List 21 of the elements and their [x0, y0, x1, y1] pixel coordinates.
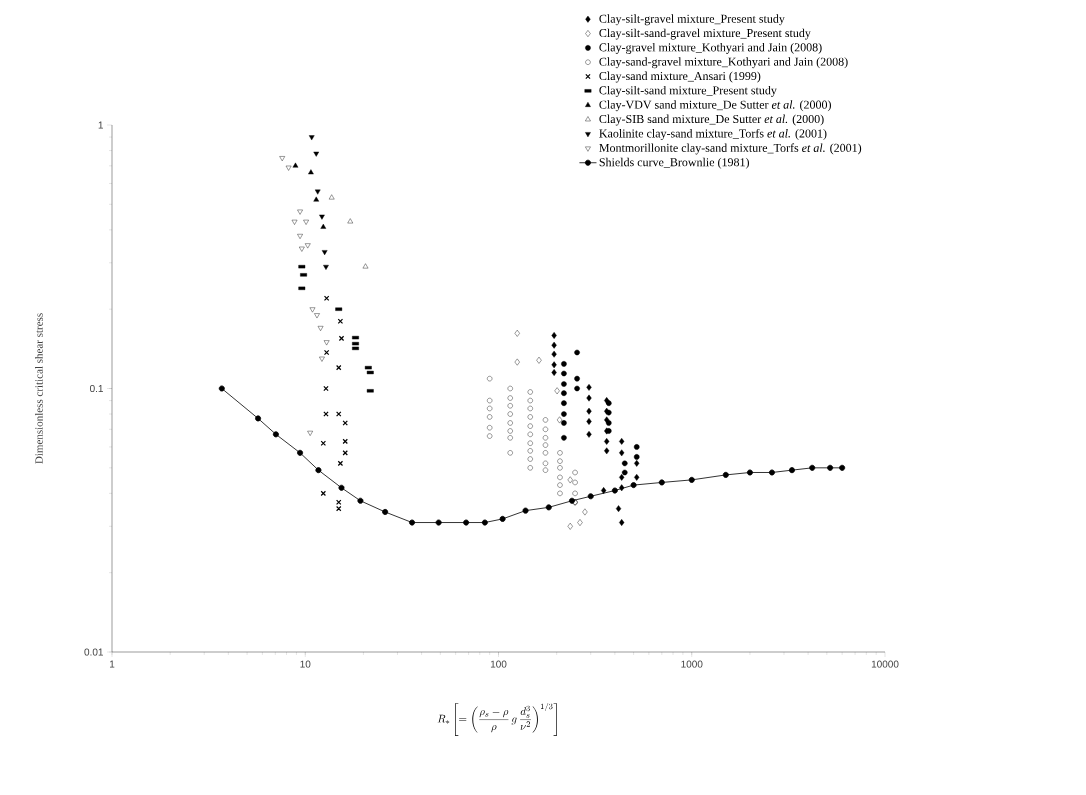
- y-tick-label: 0.1: [89, 384, 103, 393]
- legend-label: Kaolinite clay-sand mixture_Torfs et al. (2001): [599, 128, 827, 140]
- x-tick-label: 100: [490, 660, 507, 668]
- legend-label: Clay-sand mixture_Ansari (1999): [599, 71, 761, 83]
- legend-label: Clay-SIB sand mixture_De Sutter et al. (2000): [599, 114, 824, 126]
- y-axis-title: Dimensionless critical shear stress: [35, 313, 43, 464]
- legend-label: Clay-silt-sand-gravel mixture_Present study: [599, 28, 811, 40]
- legend-label: Montmorillonite clay-sand mixture_Torfs et al. (2001): [599, 143, 862, 155]
- legend-label: Shields curve_Brownlie (1981): [599, 157, 749, 169]
- x-tick-label: 10: [300, 660, 311, 668]
- y-tick-label: 0.01: [84, 648, 103, 656]
- x-axis-title: $R_*\left[=\left(\dfrac{\rho_s-\rho}{\rho}\,g\,\dfrac{d_s^3}{\nu^2}\right)^{1/3}\right]$: [437, 702, 557, 736]
- legend-label: Clay-silt-gravel mixture_Present study: [599, 14, 785, 26]
- y-tick-label: 1: [98, 121, 103, 129]
- legend-label: Clay-sand-gravel mixture_Kothyari and Jain (2008): [599, 57, 848, 69]
- legend-label: Clay-gravel mixture_Kothyari and Jain (2008): [599, 42, 822, 54]
- x-tick-label: 10000: [871, 660, 899, 668]
- legend-label: Clay-VDV sand mixture_De Sutter et al. (2000): [599, 100, 831, 112]
- x-tick-label: 1000: [681, 660, 703, 668]
- legend-label: Clay-silt-sand mixture_Present study: [599, 85, 777, 97]
- x-tick-label: 1: [109, 660, 115, 668]
